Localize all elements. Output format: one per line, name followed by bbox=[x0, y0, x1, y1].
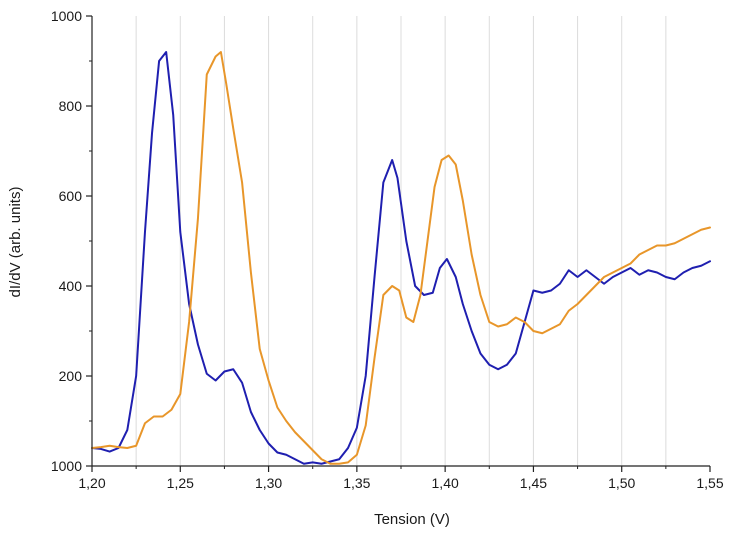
y-tick-label: 200 bbox=[59, 368, 83, 384]
x-tick-label: 1,25 bbox=[167, 475, 194, 491]
y-tick-label: 1000 bbox=[51, 8, 82, 24]
x-tick-label: 1,45 bbox=[520, 475, 547, 491]
x-tick-label: 1,55 bbox=[696, 475, 723, 491]
axes bbox=[86, 15, 711, 472]
x-axis-title: Tension (V) bbox=[374, 511, 450, 528]
y-tick-label: 400 bbox=[59, 278, 83, 294]
y-tick-label: 1000 bbox=[51, 458, 82, 474]
x-tick-label: 1,20 bbox=[78, 475, 105, 491]
x-tick-label: 1,40 bbox=[432, 475, 459, 491]
series-layer bbox=[91, 51, 711, 465]
series-line-2 bbox=[91, 51, 711, 465]
grid-lines bbox=[135, 16, 667, 466]
y-tick-label: 600 bbox=[59, 188, 83, 204]
x-tick-label: 1,35 bbox=[343, 475, 370, 491]
series-line-1 bbox=[91, 51, 711, 465]
y-axis-title: dI/dV (arb. units) bbox=[7, 187, 24, 298]
x-tick-label: 1,30 bbox=[255, 475, 282, 491]
x-tick-label: 1,50 bbox=[608, 475, 635, 491]
y-tick-label: 800 bbox=[59, 98, 83, 114]
